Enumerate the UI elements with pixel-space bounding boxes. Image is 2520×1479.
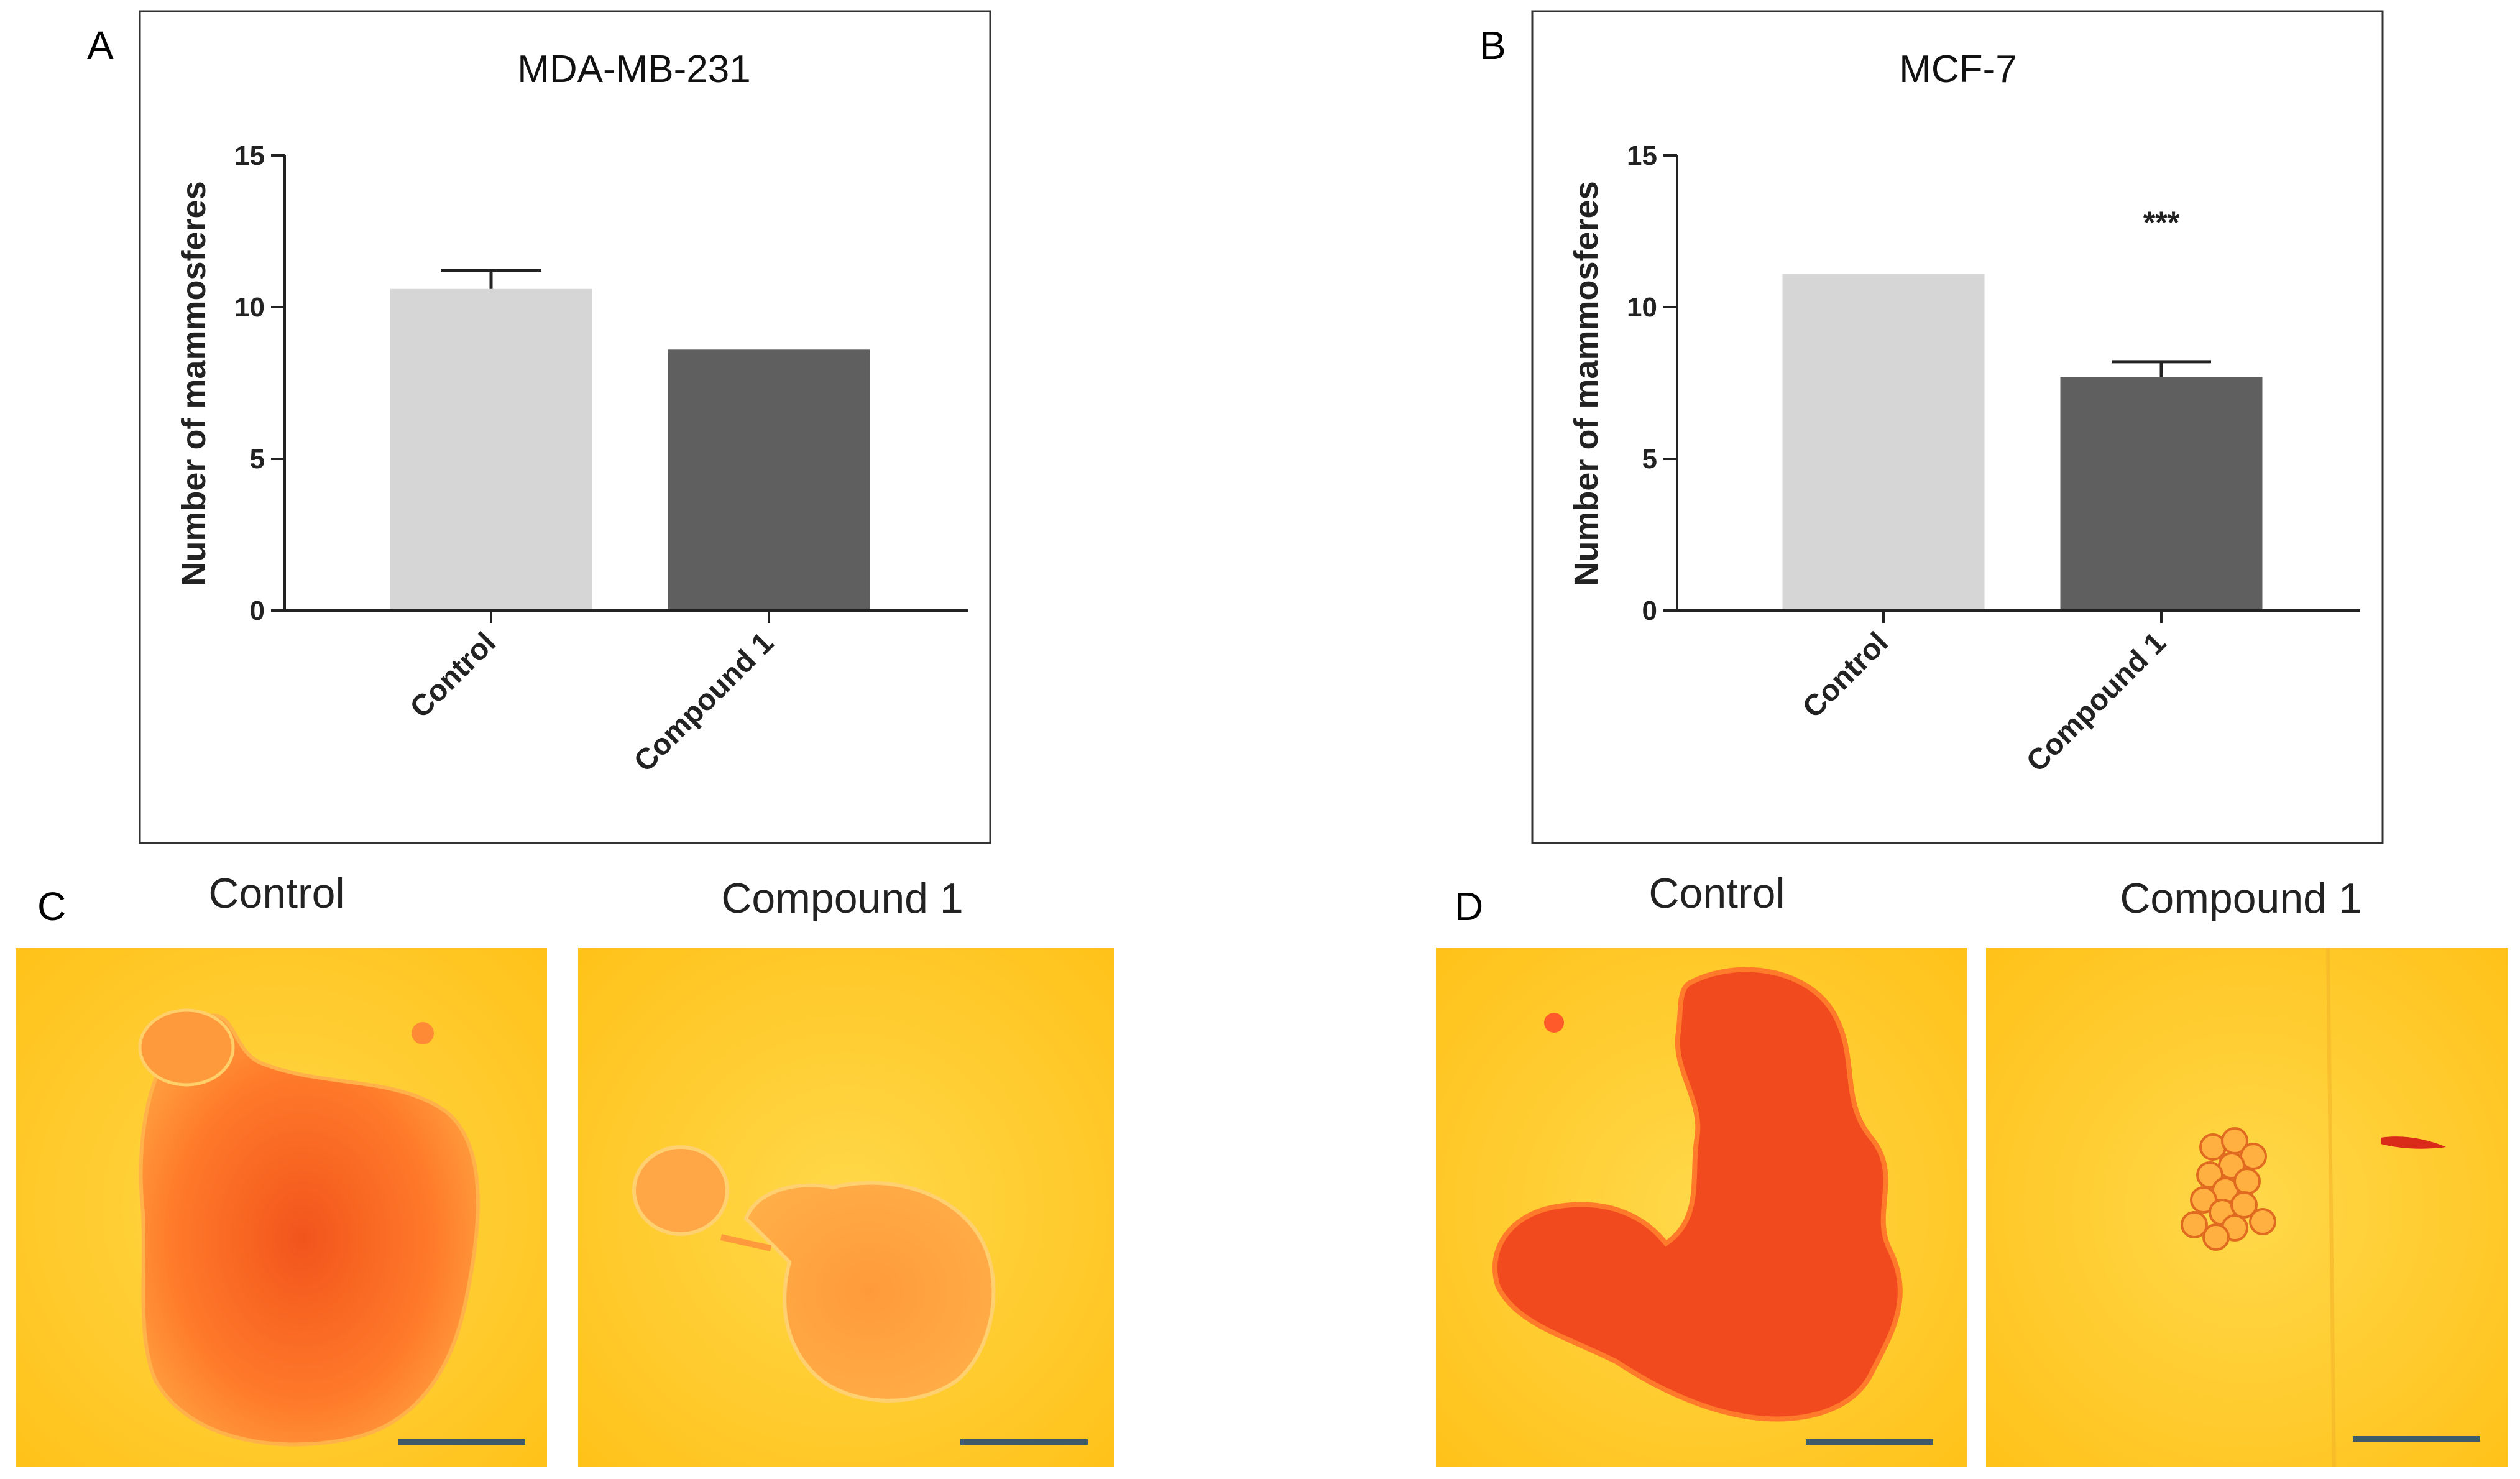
panel-d-compound-label: Compound 1 [2120, 875, 2361, 922]
chart-a-ytick-label-0: 0 [250, 596, 265, 626]
chart-a-bar-1 [668, 349, 870, 610]
panel-letter-a: A [87, 23, 114, 68]
chart-b-y-title: Number of mammosferes [1568, 181, 1605, 586]
chart-a-ytick-label-2: 10 [234, 292, 265, 323]
chart-b-title: MCF-7 [1899, 48, 2016, 91]
chart-b-category-label-0: Control [1796, 626, 1895, 724]
chart-b-bar-1 [2060, 377, 2263, 610]
scale-bar [1806, 1439, 1933, 1445]
chart-a-y-title: Number of mammosferes [175, 181, 213, 586]
microscopy-panels: C Control Compound 1 D Control Compound … [16, 870, 2508, 1468]
chart-b-ytick-label-2: 10 [1627, 292, 1657, 323]
chart-b-bar-0 [1782, 274, 1985, 610]
chart-a-ytick-label-1: 5 [250, 444, 265, 474]
chart-b-ytick-label-3: 15 [1627, 141, 1657, 171]
panel-letter-d: D [1455, 884, 1483, 929]
image-d-compound [1986, 947, 2508, 1468]
chart-b-category-label-1: Compound 1 [2020, 626, 2173, 778]
chart-a-bar-0 [390, 288, 592, 611]
mammosphere-large [1492, 967, 1903, 1422]
panel-letter-c: C [37, 884, 66, 929]
chart-b: B MCF-7 Number of mammosferes 0 5 10 15 Con… [1479, 10, 2384, 844]
debris [2381, 1136, 2446, 1149]
chart-a: A MDA-MB-231 Number of mammosferes 0 5 10 1… [87, 10, 991, 844]
panel-c-control-label: Control [208, 870, 344, 917]
scale-bar [960, 1439, 1088, 1445]
panel-d-control-label: Control [1649, 870, 1785, 917]
chart-a-frame [139, 10, 991, 844]
cell-cluster [2181, 1127, 2276, 1251]
chart-b-annotation: *** [2143, 205, 2180, 240]
chart-b-frame [1531, 10, 2384, 844]
chart-a-category-label-1: Compound 1 [628, 626, 780, 778]
scale-bar [2353, 1436, 2480, 1442]
image-c-compound [578, 948, 1114, 1467]
chart-a-category-label-0: Control [404, 626, 502, 724]
scale-bar [398, 1439, 525, 1445]
chart-b-ytick-label-0: 0 [1642, 596, 1657, 626]
image-d-control [1436, 948, 1967, 1467]
image-c-control [16, 948, 547, 1467]
chart-a-title: MDA-MB-231 [517, 48, 751, 91]
panel-letter-b: B [1479, 23, 1506, 68]
mammosphere-small [743, 1181, 996, 1403]
chart-b-ytick-label-1: 5 [1642, 444, 1657, 474]
chart-a-ytick-label-3: 15 [234, 141, 265, 171]
panel-c-compound-label: Compound 1 [721, 875, 963, 922]
